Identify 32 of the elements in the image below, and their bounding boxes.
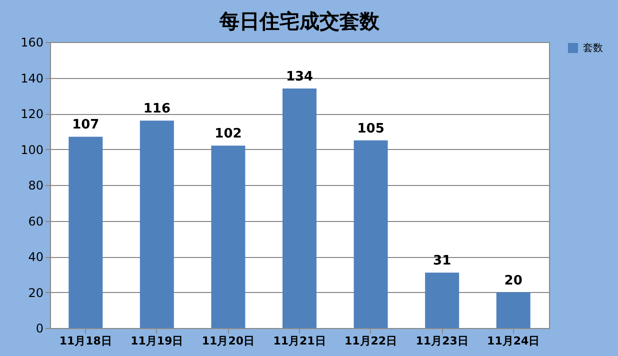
bar: [140, 120, 174, 328]
data-label: 105: [357, 121, 384, 136]
y-tick-label: 40: [28, 250, 44, 264]
data-label: 116: [143, 102, 170, 117]
legend-label: 套数: [583, 42, 603, 54]
y-tick-label: 80: [28, 178, 44, 192]
bar: [211, 146, 246, 328]
bar: [354, 140, 388, 328]
y-tick-label: 20: [28, 286, 44, 300]
y-tick-label: 100: [20, 142, 44, 157]
y-tick-label: 60: [28, 214, 44, 228]
data-label: 107: [72, 118, 100, 133]
data-label: 134: [286, 69, 314, 84]
bar: [425, 272, 460, 328]
x-tick-label: 11月21日: [273, 334, 326, 348]
x-tick-label: 11月23日: [416, 334, 468, 348]
data-label: 20: [504, 273, 522, 288]
bar: [282, 88, 316, 328]
x-tick-label: 11月18日: [59, 334, 112, 348]
x-tick-label: 11月22日: [344, 334, 398, 348]
data-label: 102: [214, 126, 242, 142]
x-tick-label: 11月24日: [487, 334, 540, 348]
x-tick-label: 11月19日: [130, 334, 184, 348]
y-tick-label: 140: [20, 71, 44, 86]
bar: [68, 136, 103, 328]
y-tick-label: 160: [20, 36, 44, 50]
bar: [496, 292, 530, 328]
x-tick-label: 11月20日: [202, 334, 255, 348]
data-label: 31: [433, 254, 452, 269]
y-tick-label: 0: [36, 322, 44, 336]
chart-title: 每日住宅成交套数: [218, 9, 380, 33]
y-tick-label: 120: [20, 107, 44, 121]
